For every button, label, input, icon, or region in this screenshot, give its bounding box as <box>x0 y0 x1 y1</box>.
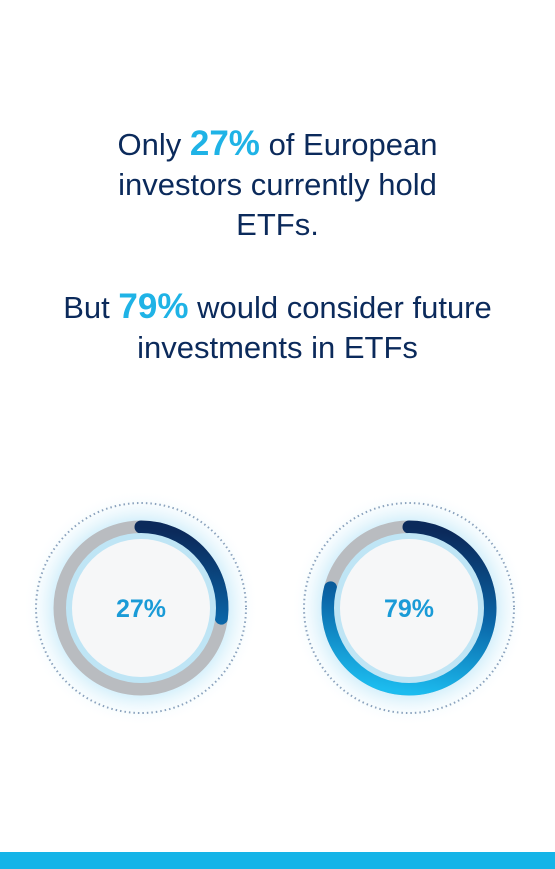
statement-rest: would consider future investments in ETF… <box>137 290 492 365</box>
dotted-ring <box>303 502 515 714</box>
statement: Only 27% of European investors currently… <box>88 124 468 245</box>
dotted-ring <box>35 502 247 714</box>
inner-ring <box>334 533 484 683</box>
inner-ring <box>66 533 216 683</box>
statement-lead: But <box>63 290 110 325</box>
gauges: 27% 79% <box>23 490 527 726</box>
gauge-label: 27% <box>116 595 166 623</box>
gauge-arc <box>134 520 229 625</box>
statement-rest: of European investors currently hold ETF… <box>118 127 438 242</box>
statement: But 79% would consider future investment… <box>63 287 493 368</box>
gauge-arc <box>321 520 497 696</box>
statement-lead: Only <box>117 127 182 162</box>
statement-highlight: 27% <box>189 124 260 163</box>
statement-highlight: 79% <box>118 287 189 326</box>
gauge-label: 79% <box>384 595 434 623</box>
footer-bar <box>0 852 555 869</box>
